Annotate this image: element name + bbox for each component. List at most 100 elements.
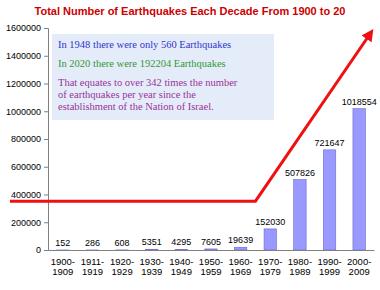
bar (86, 249, 98, 250)
x-tick-label: 1920-1929 (110, 256, 134, 278)
x-tick-label: 2000-2009 (347, 256, 371, 278)
x-tick-label: 1980-1989 (288, 256, 312, 278)
x-tick: 1980-1989 (288, 250, 312, 277)
y-axis-line (44, 29, 49, 251)
chart-title: Total Number of Earthquakes Each Decade … (35, 5, 346, 17)
x-axis: 1900-19091911-19191920-19291930-19391940… (49, 250, 375, 277)
y-tick: 1600000 (6, 23, 48, 33)
x-tick: 1920-1929 (110, 250, 134, 277)
bar (264, 229, 276, 250)
bar (175, 249, 187, 250)
x-tick-label: 1990-1999 (317, 256, 341, 278)
data-label: 4295 (171, 237, 191, 247)
x-tick-label-line: 1940- (169, 256, 193, 267)
plot: 0 200000 400000 600000 800000 1000000 1200000 1… (6, 23, 377, 277)
y-tick-mark (44, 56, 48, 57)
y-tick-label: 1600000 (6, 23, 41, 33)
x-tick-label-line: 2000- (347, 256, 371, 267)
data-label: 286 (85, 238, 100, 248)
y-tick-mark (44, 222, 48, 223)
y-tick: 600000 (11, 162, 48, 172)
annotation-text: That equates to over 342 times the numbe… (58, 77, 238, 88)
data-label: 5351 (142, 237, 162, 247)
x-tick-label-line: 1939 (141, 266, 162, 277)
x-tick-label-line: 1989 (289, 266, 310, 277)
x-tick: 1911-1919 (81, 250, 105, 277)
data-labels: 1522866085351429576051963915203050782672… (55, 97, 376, 248)
annotations: In 1948 there were only 560 Earthquakes I… (52, 34, 274, 120)
x-tick: 1960-1969 (228, 250, 252, 277)
annotation-text: In 2020 there were 192204 Earthquakes (58, 58, 226, 69)
x-tick-label-line: 1920- (110, 256, 134, 267)
bar (234, 247, 246, 250)
x-tick-label-line: 1929 (112, 266, 133, 277)
x-tick-label: 1911-1919 (81, 256, 105, 278)
x-tick-label-line: 1919 (82, 266, 103, 277)
x-tick-label-line: 1970- (258, 256, 282, 267)
annotation-text: establishment of the Nation of Israel. (58, 101, 214, 112)
x-tick-label-line: 1950- (199, 256, 223, 267)
data-label: 7605 (201, 237, 221, 247)
y-tick: 0 (36, 245, 48, 255)
x-tick-label: 1970-1979 (258, 256, 282, 278)
data-label: 721647 (315, 138, 345, 148)
y-tick-label: 200000 (11, 218, 41, 228)
y-tick-mark (44, 84, 48, 85)
data-label: 19639 (228, 235, 253, 245)
x-tick: 1990-1999 (317, 250, 341, 277)
y-tick: 1400000 (6, 51, 48, 61)
x-tick: 1900-1909 (51, 250, 75, 277)
y-tick: 400000 (11, 190, 48, 200)
y-tick-label: 400000 (11, 190, 41, 200)
x-tick-label-line: 1900- (51, 256, 75, 267)
bar (57, 249, 69, 250)
x-tick: 1940-1949 (169, 250, 193, 277)
y-tick-label: 600000 (11, 162, 41, 172)
annotation-text: of earthquakes per year since the (58, 89, 196, 100)
y-tick-mark (44, 139, 48, 140)
y-axis: 0 200000 400000 600000 800000 1000000 1200000 1… (6, 23, 49, 255)
bar (294, 180, 306, 250)
x-tick-label-line: 1969 (230, 266, 251, 277)
x-tick: 1930-1939 (140, 250, 164, 277)
x-axis-line (49, 250, 375, 251)
data-label: 1018554 (342, 97, 377, 107)
y-tick: 800000 (11, 134, 48, 144)
bar (146, 249, 158, 250)
x-tick-label-line: 1999 (319, 266, 340, 277)
y-tick: 1200000 (6, 79, 48, 89)
data-label: 152 (55, 238, 70, 248)
y-tick-mark (44, 250, 48, 251)
x-tick-label-line: 1979 (260, 266, 281, 277)
y-tick-label: 1200000 (6, 79, 41, 89)
y-tick: 200000 (11, 218, 48, 228)
x-tick-label-line: 1980- (288, 256, 312, 267)
bars (57, 109, 366, 250)
y-tick-label: 0 (36, 245, 41, 255)
x-tick-label-line: 2009 (349, 266, 370, 277)
y-tick-mark (44, 167, 48, 168)
chart: Total Number of Earthquakes Each Decade … (0, 0, 380, 290)
y-tick: 1000000 (6, 107, 48, 117)
y-tick-mark (44, 111, 48, 112)
y-tick-mark (44, 28, 48, 29)
x-tick-label-line: 1949 (171, 266, 192, 277)
x-tick-label: 1900-1909 (51, 256, 75, 278)
trend-arrow (10, 34, 370, 201)
x-tick: 1950-1959 (199, 250, 223, 277)
x-tick-label-line: 1960- (228, 256, 252, 267)
y-tick-label: 1000000 (6, 107, 41, 117)
data-label: 507826 (285, 168, 315, 178)
x-tick-label-line: 1990- (317, 256, 341, 267)
x-tick-label: 1960-1969 (228, 256, 252, 278)
x-tick-label: 1950-1959 (199, 256, 223, 278)
annotation-box (52, 34, 274, 120)
x-tick-label-line: 1930- (140, 256, 164, 267)
x-tick: 2000-2009 (347, 250, 371, 277)
y-tick-mark (44, 195, 48, 196)
x-tick-label: 1940-1949 (169, 256, 193, 278)
bar (353, 109, 365, 250)
bar (323, 150, 335, 250)
annotation-text: In 1948 there were only 560 Earthquakes (58, 39, 231, 50)
y-tick-label: 800000 (11, 134, 41, 144)
